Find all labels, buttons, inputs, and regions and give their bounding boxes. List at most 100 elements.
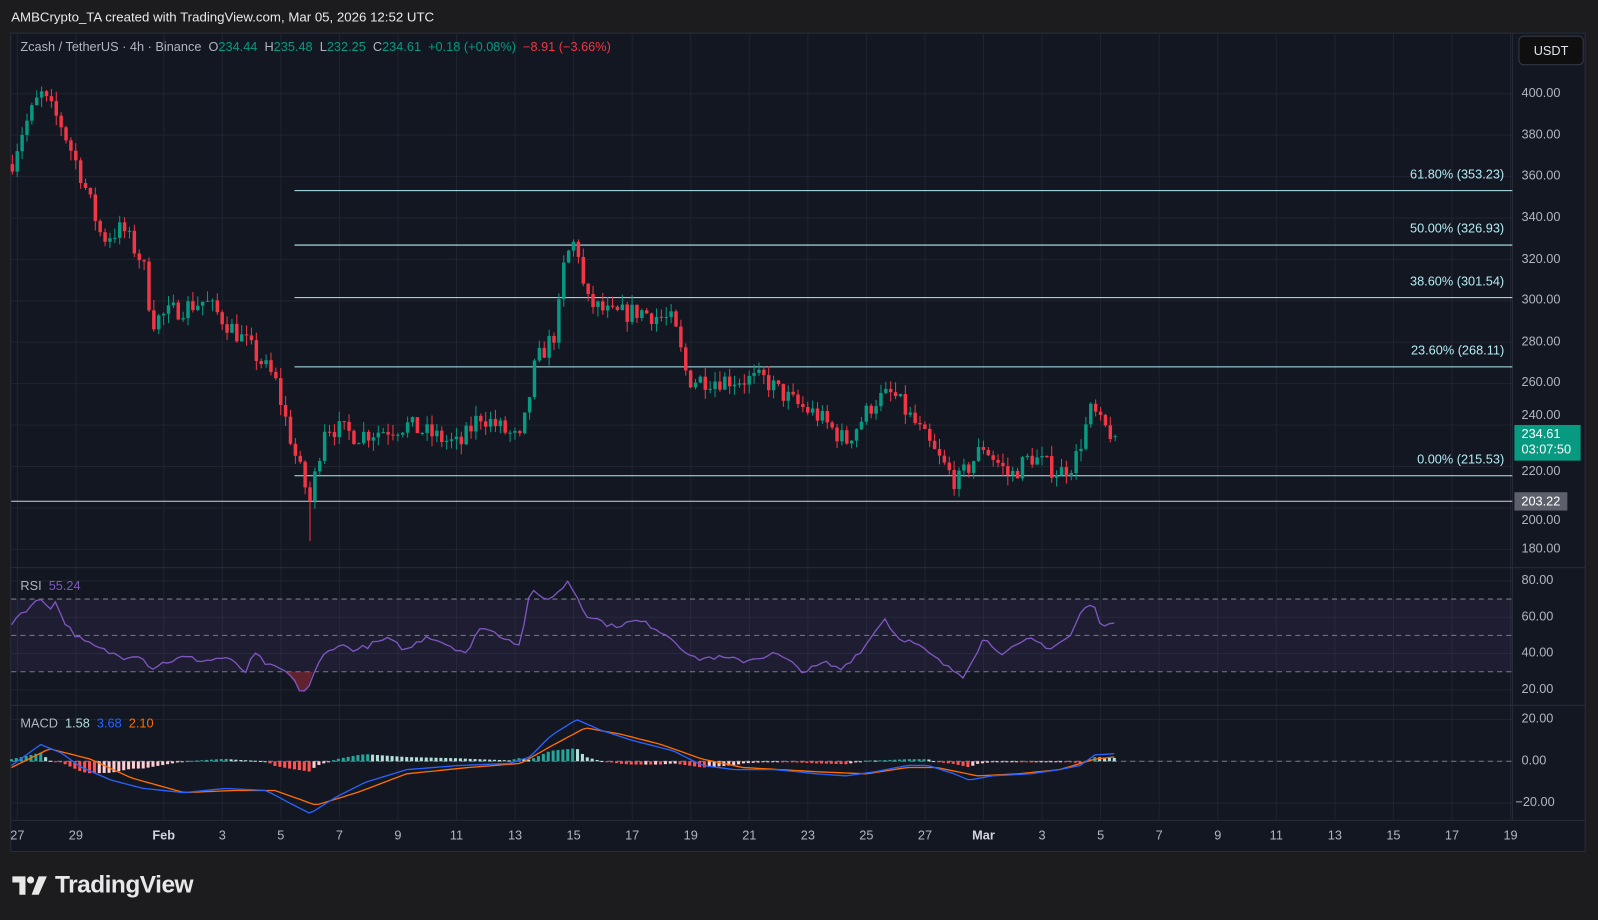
macd-histogram-bar	[688, 761, 692, 766]
candle-body	[498, 420, 503, 427]
macd-histogram-bar	[263, 761, 267, 763]
price-axis-label: 320.00	[1521, 251, 1561, 266]
candle-body	[1064, 467, 1069, 476]
macd-histogram-bar	[258, 760, 262, 762]
currency-button[interactable]: USDT	[1518, 35, 1584, 66]
macd-histogram-bar	[981, 761, 985, 764]
macd-histogram-bar	[151, 761, 155, 767]
macd-histogram-bar	[278, 761, 282, 767]
macd-histogram-bar	[961, 761, 965, 766]
time-axis-label: 15	[1386, 828, 1401, 843]
candle-body	[269, 360, 273, 372]
candle-body	[318, 460, 322, 472]
high-label: H	[264, 39, 274, 55]
candle-body	[547, 335, 551, 358]
symbol-legend: Zcash / TetherUS · 4h · Binance O234.44 …	[20, 40, 610, 54]
macd-histogram-bar	[53, 761, 57, 763]
macd-histogram-bar	[444, 757, 448, 762]
candle-body	[932, 440, 937, 450]
time-axis-label: 25	[859, 828, 874, 843]
candle-body	[117, 222, 122, 238]
price-axis-label: 300.00	[1521, 292, 1561, 307]
macd-histogram-bar	[1010, 761, 1014, 763]
macd-histogram-bar	[195, 760, 199, 762]
candle-body	[893, 392, 898, 397]
candle-body	[869, 405, 873, 414]
candle-body	[1059, 467, 1064, 476]
candle-body	[215, 300, 220, 313]
macd-histogram-bar	[68, 761, 72, 767]
fib-level-label: 50.00% (326.93)	[1409, 221, 1505, 236]
candle-body	[630, 304, 634, 322]
rsi-legend[interactable]: RSI 55.24	[20, 579, 80, 593]
candle-body	[1093, 403, 1098, 412]
candle-body	[239, 334, 244, 342]
chart-panel[interactable]	[10, 32, 1586, 852]
candle-body	[713, 381, 717, 389]
symbol-name[interactable]: Zcash / TetherUS · 4h · Binance	[20, 39, 202, 55]
candle-body	[771, 380, 776, 391]
macd-histogram-bar	[371, 754, 375, 762]
macd-histogram-bar	[1020, 761, 1024, 763]
macd-histogram-bar	[1044, 761, 1048, 763]
candle-body	[1020, 457, 1025, 479]
candle-body	[425, 424, 429, 433]
macd-histogram-bar	[454, 758, 458, 762]
candle-body	[440, 430, 444, 443]
macd-line	[11, 719, 1115, 814]
macd-histogram-bar	[292, 761, 297, 770]
macd-histogram-bar	[34, 753, 38, 762]
macd-histogram-bar	[780, 761, 785, 763]
macd-histogram-bar	[766, 761, 770, 763]
macd-histogram-bar	[600, 761, 604, 763]
time-axis-label: 17	[625, 828, 640, 843]
macd-histogram-bar	[878, 760, 882, 762]
macd-legend[interactable]: MACD 1.58 3.68 2.10	[20, 716, 153, 730]
macd-histogram-bar	[756, 761, 760, 763]
macd-histogram-bar	[815, 761, 819, 764]
macd-histogram-bar	[395, 756, 399, 762]
macd-histogram-bar	[937, 761, 941, 763]
candle-body	[791, 391, 795, 395]
candle-body	[225, 324, 229, 333]
macd-histogram-bar	[795, 761, 799, 763]
time-axis-label: 7	[335, 828, 343, 843]
candle-body	[288, 416, 293, 444]
macd-histogram-bar	[839, 761, 843, 765]
candle-body	[1098, 411, 1103, 415]
macd-histogram-bar	[873, 760, 877, 762]
candle-body	[74, 150, 78, 161]
macd-histogram-bar	[253, 760, 257, 762]
tradingview-logo[interactable]: TradingView	[12, 871, 194, 900]
macd-histogram-bar	[297, 761, 301, 771]
candle-body	[796, 394, 800, 405]
candle-body	[845, 430, 849, 444]
candle-body	[93, 194, 98, 221]
rsi-axis-label: 20.00	[1521, 681, 1554, 697]
macd-signal-value: 2.10	[128, 716, 154, 731]
candle-body	[1069, 473, 1073, 476]
macd-histogram-bar	[156, 761, 160, 766]
candle-body	[454, 436, 459, 440]
macd-label: MACD	[20, 716, 58, 731]
macd-histogram-bar	[615, 761, 619, 764]
price-axis-label: 260.00	[1521, 375, 1561, 390]
macd-histogram-bar	[117, 761, 121, 772]
macd-histogram-bar	[532, 758, 536, 762]
candle-body	[747, 375, 751, 385]
macd-histogram-bar	[693, 761, 697, 767]
macd-histogram-bar	[658, 761, 663, 765]
candle-body	[923, 424, 927, 429]
macd-histogram-bar	[497, 759, 501, 762]
candle-body	[708, 388, 712, 390]
macd-histogram-bar	[966, 761, 970, 768]
macd-histogram-bar	[727, 761, 731, 766]
candle-body	[1113, 436, 1117, 438]
macd-histogram-bar	[571, 748, 575, 762]
macd-histogram-bar	[1059, 761, 1063, 763]
candle-body	[1079, 448, 1083, 452]
candle-body	[898, 394, 903, 397]
candle-body	[200, 301, 205, 306]
candle-body	[718, 381, 722, 390]
